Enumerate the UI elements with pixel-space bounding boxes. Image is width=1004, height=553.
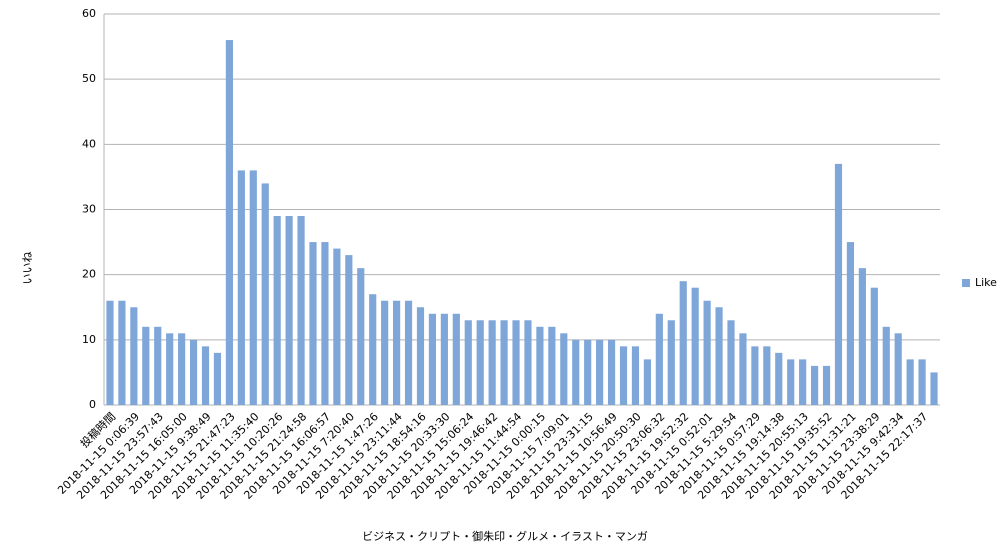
bar xyxy=(476,320,484,405)
bar xyxy=(548,326,556,405)
bar xyxy=(906,359,914,405)
bar xyxy=(166,333,174,405)
y-tick-label: 30 xyxy=(82,203,96,216)
y-tick-label: 60 xyxy=(82,7,96,20)
bar xyxy=(536,326,544,405)
bar xyxy=(178,333,186,405)
bar xyxy=(381,300,389,405)
bar xyxy=(500,320,508,405)
bar xyxy=(118,300,126,405)
bar xyxy=(416,307,425,405)
bar xyxy=(822,365,831,405)
bar xyxy=(273,216,281,405)
bar xyxy=(834,163,843,405)
bar xyxy=(201,346,210,405)
bar xyxy=(464,320,472,405)
bar xyxy=(154,326,162,405)
bar xyxy=(106,300,114,405)
bar xyxy=(715,307,723,405)
bar xyxy=(643,359,651,405)
bar xyxy=(261,183,269,405)
bar xyxy=(703,300,711,405)
y-tick-label: 20 xyxy=(82,268,96,281)
legend-label: Like xyxy=(975,276,997,289)
bar xyxy=(584,339,592,405)
bar xyxy=(655,313,663,405)
bar xyxy=(811,365,819,405)
bar xyxy=(787,359,795,405)
bar xyxy=(440,313,448,405)
y-axis-title: いいね xyxy=(21,252,34,285)
bar xyxy=(739,333,747,405)
bar xyxy=(488,320,496,405)
bar xyxy=(213,352,222,405)
bar xyxy=(596,339,604,405)
bar xyxy=(130,307,138,405)
bar xyxy=(309,242,317,405)
bar xyxy=(631,346,640,405)
bar xyxy=(894,333,902,405)
bar xyxy=(619,346,628,405)
bar xyxy=(870,287,878,405)
bar xyxy=(357,268,365,405)
y-tick-label: 10 xyxy=(82,333,96,346)
bar xyxy=(727,320,735,405)
bar xyxy=(858,268,866,405)
bar xyxy=(225,40,233,406)
bar xyxy=(775,352,783,405)
bar xyxy=(452,313,460,405)
bar xyxy=(524,320,532,405)
bar xyxy=(882,326,890,405)
bar xyxy=(189,339,198,405)
bar xyxy=(345,255,353,405)
bar xyxy=(321,242,329,405)
bar xyxy=(404,300,413,405)
bar xyxy=(667,320,675,405)
bar xyxy=(512,320,520,405)
bar xyxy=(393,300,401,405)
y-tick-label: 0 xyxy=(89,398,96,411)
bar xyxy=(428,313,437,405)
bar xyxy=(763,346,771,405)
bar xyxy=(285,216,293,405)
x-axis-title: ビジネス・クリプト・御朱印・グルメ・イラスト・マンガ xyxy=(362,529,648,543)
bar xyxy=(607,339,616,405)
bar xyxy=(237,170,245,405)
bar xyxy=(369,294,377,405)
bar xyxy=(918,359,926,405)
bar xyxy=(142,326,150,405)
bar xyxy=(751,346,759,405)
bar xyxy=(297,216,305,405)
bar xyxy=(930,372,938,405)
bar xyxy=(572,339,580,405)
bar xyxy=(799,359,807,405)
bar xyxy=(333,248,341,405)
bar xyxy=(249,170,257,405)
legend-swatch xyxy=(962,279,970,287)
bar xyxy=(846,242,855,405)
bar xyxy=(560,333,568,405)
bar xyxy=(691,287,699,405)
y-tick-label: 50 xyxy=(82,72,96,85)
y-tick-label: 40 xyxy=(82,137,96,150)
bar xyxy=(679,281,687,405)
